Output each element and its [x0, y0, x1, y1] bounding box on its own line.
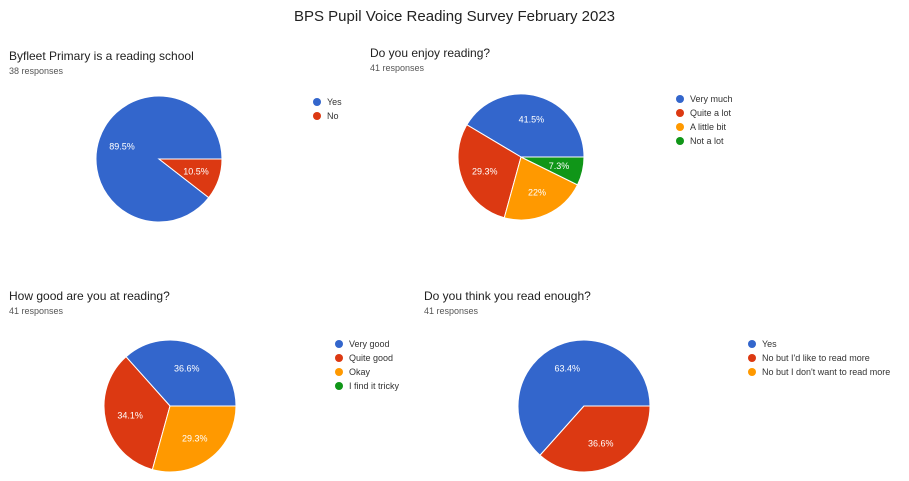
legend-item-very-good: Very good — [335, 337, 399, 351]
legend-item-yes: Yes — [748, 337, 890, 351]
legend-label: Very good — [349, 339, 390, 349]
pie-slice-yes — [517, 339, 651, 456]
pie-slice-quite-good — [103, 356, 171, 471]
pie-slice-quite-a-lot — [457, 124, 522, 219]
legend-item-no: No — [313, 109, 342, 123]
legend-label: I find it tricky — [349, 381, 400, 391]
chart-legend: Very good Quite good Okay I find it tricky — [335, 337, 399, 393]
chart-legend: Yes No — [313, 95, 342, 123]
pie-slice-label: 7.3% — [549, 161, 570, 171]
pie-slice-not-a-lot — [520, 156, 585, 186]
legend-swatch — [676, 95, 684, 103]
legend-label: Okay — [349, 367, 371, 377]
pie-slice-no — [157, 158, 223, 199]
pie-slice-label: 63.4% — [555, 364, 581, 374]
chart-title: Do you think you read enough? — [424, 289, 591, 303]
pie-slice-very-good — [125, 339, 237, 407]
legend-item-quite-a-lot: Quite a lot — [676, 106, 733, 120]
legend-label: No but I'd like to read more — [762, 353, 870, 363]
legend-item-very-much: Very much — [676, 92, 733, 106]
legend-label: Not a lot — [690, 136, 724, 146]
legend-label: Yes — [327, 97, 342, 107]
legend-item-i-find-it-tricky: I find it tricky — [335, 379, 399, 393]
pie-chart-enjoy-reading: 41.5% 29.3% 22% 7.3% — [457, 93, 585, 221]
legend-swatch — [748, 354, 756, 362]
legend-item-yes: Yes — [313, 95, 342, 109]
pie-slice-label: 89.5% — [109, 141, 135, 151]
chart-title: Do you enjoy reading? — [370, 46, 491, 60]
chart-subtitle: 38 responses — [9, 66, 64, 76]
legend-swatch — [335, 382, 343, 390]
chart-title: How good are you at reading? — [9, 289, 170, 303]
pie-slice-label: 10.5% — [183, 167, 209, 177]
legend-label: Very much — [690, 94, 733, 104]
pie-slice-label: 22% — [528, 188, 546, 198]
pie-slice-label: 29.3% — [182, 434, 208, 444]
legend-swatch — [676, 109, 684, 117]
legend-swatch — [748, 340, 756, 348]
legend-label: Quite good — [349, 353, 394, 363]
pie-slice-label: 36.6% — [588, 438, 614, 448]
legend-swatch — [313, 112, 321, 120]
chart-legend: Very much Quite a lot A little bit Not a lo… — [676, 92, 733, 148]
legend-item-okay: Okay — [335, 365, 399, 379]
pie-chart-reading-school: 89.5% 10.5% — [95, 95, 223, 223]
legend-swatch — [335, 354, 343, 362]
pie-slice-label: 41.5% — [519, 114, 545, 124]
legend-swatch — [748, 368, 756, 376]
legend-swatch — [676, 123, 684, 131]
pie-slice-label: 36.6% — [174, 364, 200, 374]
legend-swatch — [335, 340, 343, 348]
legend-item-a-little-bit: A little bit — [676, 120, 733, 134]
pie-chart-good-at-reading: 36.6% 34.1% 29.3% — [103, 339, 237, 473]
legend-item-no-but-i-d-like-to-read-more: No but I'd like to read more — [748, 351, 890, 365]
pie-slice-label: 29.3% — [472, 167, 498, 177]
legend-label: A little bit — [690, 122, 727, 132]
legend-swatch — [676, 137, 684, 145]
legend-item-quite-good: Quite good — [335, 351, 399, 365]
chart-subtitle: 41 responses — [9, 306, 64, 316]
chart-legend: Yes No but I'd like to read more No but I … — [748, 337, 890, 379]
legend-item-no-but-i-don-t-want-to-read-more: No but I don't want to read more — [748, 365, 890, 379]
chart-title: Byfleet Primary is a reading school — [9, 49, 194, 63]
pie-slice-no-but-i-d-like-to-read-more — [539, 405, 651, 473]
legend-label: Quite a lot — [690, 108, 732, 118]
pie-slice-label: 34.1% — [117, 410, 143, 420]
legend-label: No — [327, 111, 339, 121]
page-title: BPS Pupil Voice Reading Survey February … — [293, 8, 616, 25]
pie-slice-very-much — [466, 93, 585, 158]
legend-label: No but I don't want to read more — [762, 367, 891, 377]
legend-swatch — [313, 98, 321, 106]
legend-item-not-a-lot: Not a lot — [676, 134, 733, 148]
legend-label: Yes — [762, 339, 777, 349]
pie-chart-read-enough: 63.4% 36.6% — [517, 339, 651, 473]
pie-slice-a-little-bit — [503, 156, 579, 221]
pie-slice-okay — [151, 405, 237, 473]
chart-subtitle: 41 responses — [424, 306, 479, 316]
chart-subtitle: 41 responses — [370, 63, 425, 73]
legend-swatch — [335, 368, 343, 376]
